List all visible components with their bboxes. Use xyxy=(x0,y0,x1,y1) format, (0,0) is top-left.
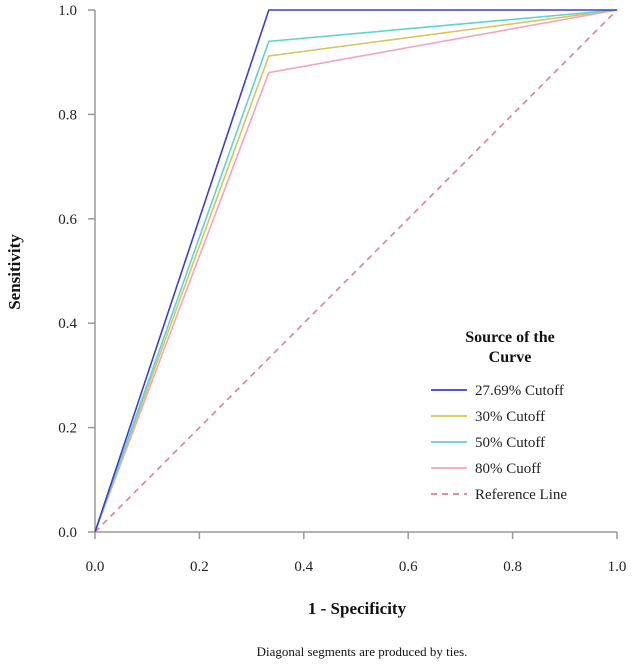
y-axis-title: Sensitivity xyxy=(5,234,24,310)
x-tick-label: 0.8 xyxy=(503,559,522,575)
series-line-50-cutoff xyxy=(94,9,618,533)
ticks-layer: 0.0 0.2 0.4 0.6 0.8 1.0 0.0 0.2 0.4 0.6 0.8 1.0 xyxy=(58,3,626,575)
x-tick-label: 0.2 xyxy=(190,559,209,575)
x-tick-label: 0.6 xyxy=(399,559,418,575)
legend-title-line2: Curve xyxy=(489,349,532,366)
y-tick-label: 1.0 xyxy=(58,3,77,19)
legend-label-1: 30% Cutoff xyxy=(475,409,545,425)
x-axis-title: 1 - Specificity xyxy=(308,599,407,618)
series-line-27-69-cutoff xyxy=(94,9,617,533)
y-tick-label: 0.6 xyxy=(58,212,77,228)
y-tick-label: 0.2 xyxy=(58,421,77,437)
series-line-30-cutoff xyxy=(94,9,618,533)
series-layer xyxy=(94,9,618,533)
legend-items: 27.69% Cutoff 30% Cutoff 50% Cutoff 80% Cuo… xyxy=(431,383,567,503)
series-line-80-cuoff xyxy=(94,9,618,533)
series-line-reference-line xyxy=(94,9,618,533)
legend-label-0: 27.69% Cutoff xyxy=(475,383,564,399)
y-tick-label: 0.8 xyxy=(58,107,77,123)
x-tick-label: 0.0 xyxy=(86,559,105,575)
chart-frame xyxy=(94,10,617,533)
x-tick-label: 1.0 xyxy=(608,559,627,575)
legend: Source of the Curve 27.69% Cutoff 30% Cut… xyxy=(431,329,567,503)
footnote: Diagonal segments are produced by ties. xyxy=(257,644,468,659)
x-tick-label: 0.4 xyxy=(294,559,313,575)
y-tick-label: 0.0 xyxy=(58,525,77,541)
legend-label-2: 50% Cutoff xyxy=(475,435,545,451)
y-tick-label: 0.4 xyxy=(58,316,77,332)
legend-title-line1: Source of the xyxy=(465,329,554,346)
legend-label-4: Reference Line xyxy=(475,487,567,503)
legend-label-3: 80% Cuoff xyxy=(475,461,541,477)
